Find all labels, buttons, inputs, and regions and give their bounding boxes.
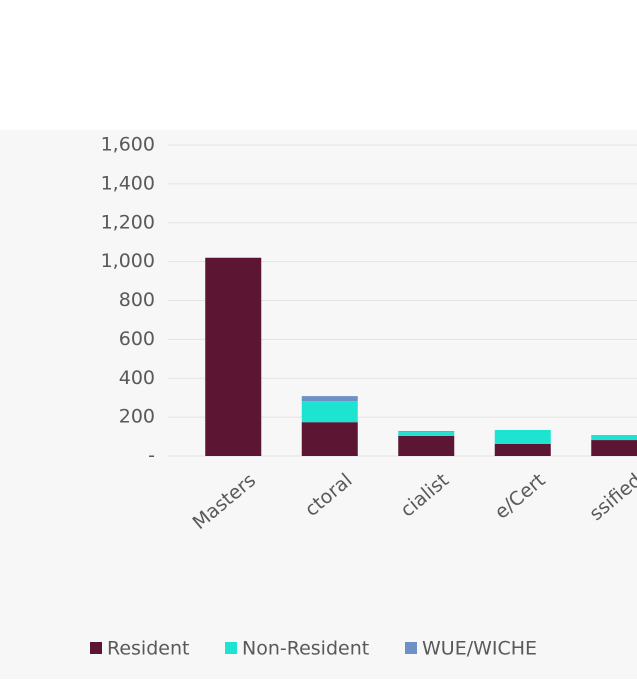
bar-segment xyxy=(398,431,455,433)
y-tick-label: 1,600 xyxy=(101,134,155,156)
legend-swatch xyxy=(405,642,417,654)
legend-label: WUE/WICHE xyxy=(422,638,537,660)
legend-swatch xyxy=(90,642,102,654)
panel xyxy=(0,0,165,130)
y-tick-label: 1,000 xyxy=(101,250,155,272)
legend-swatch xyxy=(225,642,237,654)
bar-segment xyxy=(591,435,637,441)
y-tick-label: - xyxy=(148,445,155,467)
bar-segment xyxy=(591,440,637,456)
bar-segment xyxy=(301,422,358,456)
y-tick-label: 600 xyxy=(119,328,155,350)
y-tick-label: 200 xyxy=(119,406,155,428)
bar-segment xyxy=(205,257,262,456)
bar-segment xyxy=(398,435,455,456)
bar-segment xyxy=(494,429,551,444)
bar-segment xyxy=(494,443,551,456)
y-tick-label: 1,400 xyxy=(101,172,155,194)
y-tick-label: 1,200 xyxy=(101,211,155,233)
y-tick-label: 800 xyxy=(119,289,155,311)
legend-label: Non-Resident xyxy=(242,638,369,660)
panel xyxy=(165,0,637,130)
bar-segment xyxy=(301,396,358,402)
y-tick-label: 400 xyxy=(119,367,155,389)
bar-segment xyxy=(301,401,358,423)
bar-segment xyxy=(398,432,455,436)
legend-label: Resident xyxy=(107,638,189,660)
